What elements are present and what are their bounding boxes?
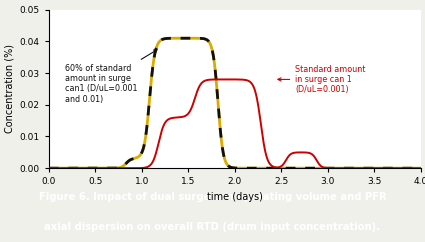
Text: Figure 6. Impact of dual surge can operating volume and PFR: Figure 6. Impact of dual surge can opera… (39, 192, 386, 202)
Text: 60% of standard
amount in surge
can1 (D/uL=0.001
and 0.01): 60% of standard amount in surge can1 (D/… (65, 50, 157, 104)
Y-axis label: Concentration (%): Concentration (%) (4, 45, 14, 133)
Text: Standard amount
in surge can 1
(D/uL=0.001): Standard amount in surge can 1 (D/uL=0.0… (278, 65, 366, 94)
X-axis label: time (days): time (days) (207, 192, 263, 202)
Text: axial dispersion on overall RTD (drum input concentration).: axial dispersion on overall RTD (drum in… (45, 222, 380, 232)
